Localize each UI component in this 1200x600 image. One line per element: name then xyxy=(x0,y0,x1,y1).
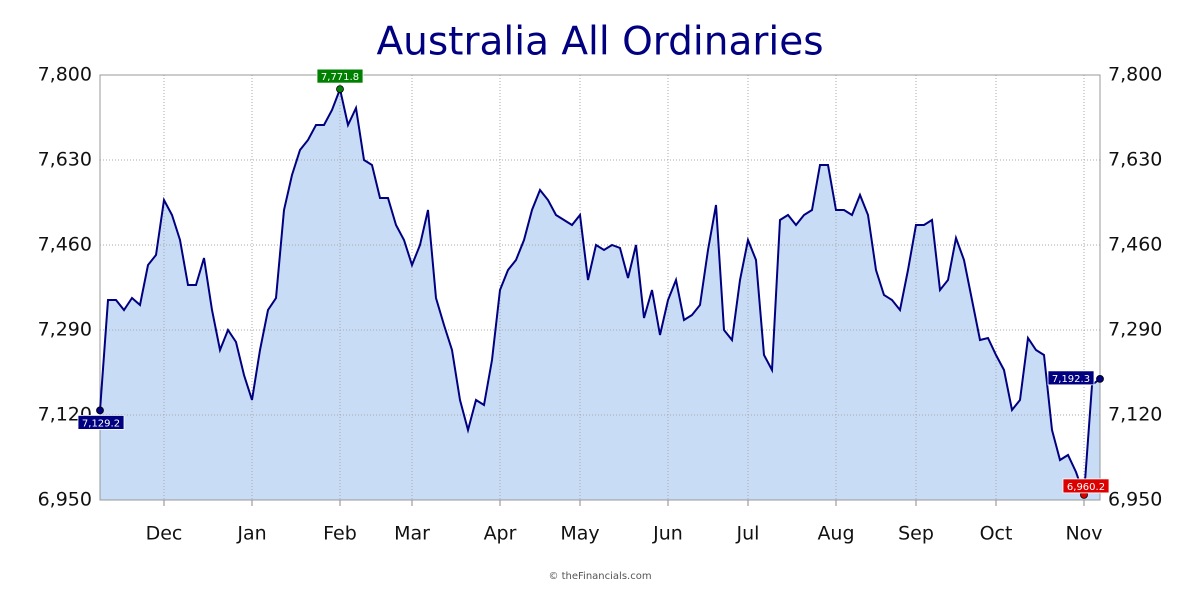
y-tick-label-right: 7,460 xyxy=(1108,234,1162,256)
y-tick-label-right: 7,120 xyxy=(1108,404,1162,426)
x-tick-label: Dec xyxy=(146,523,183,545)
line xyxy=(99,85,1101,496)
y-tick-label-right: 7,800 xyxy=(1108,64,1162,86)
x-tick-label: Nov xyxy=(1065,523,1102,545)
y-tick-label: 7,460 xyxy=(38,234,92,256)
plot-frame xyxy=(99,74,1101,501)
x-tick-label: May xyxy=(560,523,599,545)
x-tick-label: Feb xyxy=(323,523,357,545)
x-tick-label: Jan xyxy=(236,523,266,545)
value-label-box xyxy=(1062,478,1110,494)
value-label-box xyxy=(77,414,125,430)
y-tick-label: 6,950 xyxy=(38,489,92,511)
y-tick-label-right: 7,630 xyxy=(1108,149,1162,171)
value-label: 7,129.2 xyxy=(82,418,120,429)
x-tick-label: Oct xyxy=(980,523,1013,545)
point xyxy=(96,406,104,415)
value-label-box xyxy=(316,68,364,84)
point xyxy=(336,85,344,93)
y-tick-label: 7,290 xyxy=(38,319,92,341)
y-tick-label-right: 6,950 xyxy=(1108,489,1162,511)
x-tick-label: Sep xyxy=(898,523,934,545)
chart-title: Australia All Ordinaries xyxy=(376,20,823,65)
x-tick-label: Jun xyxy=(652,523,683,545)
x-tick-label: Jul xyxy=(736,523,760,545)
value-label: 7,192.3 xyxy=(1052,374,1090,385)
value-label-box xyxy=(1047,370,1095,386)
value-label: 7,771.8 xyxy=(321,72,359,83)
footer: © theFinancials.com xyxy=(548,571,651,582)
y-tick-label: 7,800 xyxy=(38,64,92,86)
y-tick-label: 7,630 xyxy=(38,149,92,171)
area xyxy=(100,89,1100,500)
y-tick-label-right: 7,290 xyxy=(1108,319,1162,341)
x-tick-label: Mar xyxy=(394,523,430,545)
x-tick-label: Aug xyxy=(817,523,854,545)
point xyxy=(1096,374,1104,383)
value-label: 6,960.2 xyxy=(1067,482,1105,493)
x-tick-label: Apr xyxy=(484,523,517,545)
